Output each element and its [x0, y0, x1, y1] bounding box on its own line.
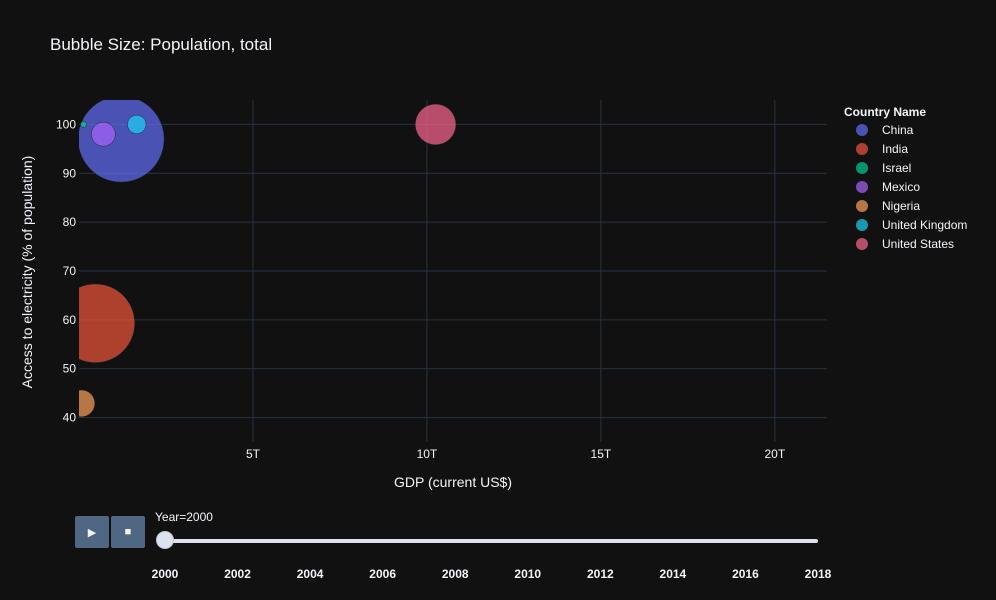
legend-label: Mexico	[882, 180, 920, 194]
legend-label: China	[882, 123, 914, 137]
legend-item-india[interactable]: India	[856, 142, 908, 156]
y-tick-label: 40	[63, 411, 77, 425]
legend-swatch	[856, 181, 868, 193]
legend-item-united-kingdom[interactable]: United Kingdom	[856, 218, 967, 232]
bubbles	[56, 96, 457, 418]
legend-item-mexico[interactable]: Mexico	[856, 180, 920, 194]
legend-item-israel[interactable]: Israel	[856, 161, 911, 175]
legend-swatch	[856, 219, 868, 231]
legend-swatch	[856, 143, 868, 155]
legend-label: India	[882, 142, 908, 156]
play-icon: ▶	[87, 526, 97, 539]
legend: Country Name China India Israel Mexico Niger…	[844, 105, 967, 251]
slider-tick-2008[interactable]: 2008	[441, 567, 469, 581]
y-tick-label: 80	[63, 215, 77, 229]
bubble-israel[interactable]	[80, 121, 87, 128]
bubble-united-states[interactable]	[415, 103, 457, 146]
slider-tick-2012[interactable]: 2012	[586, 567, 614, 581]
legend-label: Nigeria	[882, 199, 920, 213]
x-axis-title: GDP (current US$)	[394, 474, 512, 490]
x-tick-label: 5T	[246, 447, 261, 461]
x-tick-label: 20T	[764, 447, 785, 461]
stop-button[interactable]: ■	[111, 516, 145, 548]
legend-item-nigeria[interactable]: Nigeria	[856, 199, 920, 213]
y-tick-label: 100	[56, 117, 76, 131]
chart-title: Bubble Size: Population, total	[50, 35, 272, 54]
legend-label: Israel	[882, 161, 911, 175]
x-axis-ticks: 5T 10T 15T 20T	[246, 447, 786, 461]
slider-tick-2006[interactable]: 2006	[369, 567, 397, 581]
slider-current-label: Year=2000	[155, 510, 213, 524]
bubble-mexico[interactable]	[91, 121, 116, 147]
legend-label: United States	[882, 237, 954, 251]
legend-item-china[interactable]: China	[856, 123, 914, 137]
stop-icon: ■	[124, 526, 132, 538]
legend-label: United Kingdom	[882, 218, 967, 232]
slider-tick-2002[interactable]: 2002	[224, 567, 251, 581]
legend-item-united-states[interactable]: United States	[856, 237, 954, 251]
y-axis-title: Access to electricity (% of population)	[19, 156, 35, 389]
legend-title: Country Name	[844, 105, 926, 119]
year-slider-track[interactable]	[165, 539, 818, 543]
x-tick-label: 10T	[417, 447, 438, 461]
slider-tick-2018[interactable]: 2018	[804, 567, 832, 581]
slider-tick-2004[interactable]: 2004	[296, 567, 324, 581]
y-tick-label: 60	[63, 313, 77, 327]
x-tick-label: 15T	[591, 447, 612, 461]
bubble-nigeria[interactable]	[68, 389, 96, 418]
bubble-india[interactable]	[56, 283, 135, 363]
bubble-china[interactable]	[78, 96, 165, 183]
legend-swatch	[856, 200, 868, 212]
bubble-united-kingdom[interactable]	[127, 114, 147, 134]
slider-tick-2014[interactable]: 2014	[659, 567, 687, 581]
y-axis-ticks: 40 50 60 70 80 90 100	[56, 117, 76, 424]
y-tick-label: 90	[63, 166, 77, 180]
legend-swatch	[856, 124, 868, 136]
slider-tick-2016[interactable]: 2016	[732, 567, 759, 581]
slider-tick-2010[interactable]: 2010	[514, 567, 542, 581]
slider-tick-2000[interactable]: 2000	[151, 567, 179, 581]
y-tick-label: 50	[63, 362, 77, 376]
legend-swatch	[856, 162, 868, 174]
y-tick-label: 70	[63, 264, 77, 278]
play-button[interactable]: ▶	[75, 516, 109, 548]
year-slider-handle[interactable]	[156, 531, 174, 549]
legend-swatch	[856, 238, 868, 250]
grid	[79, 100, 827, 442]
